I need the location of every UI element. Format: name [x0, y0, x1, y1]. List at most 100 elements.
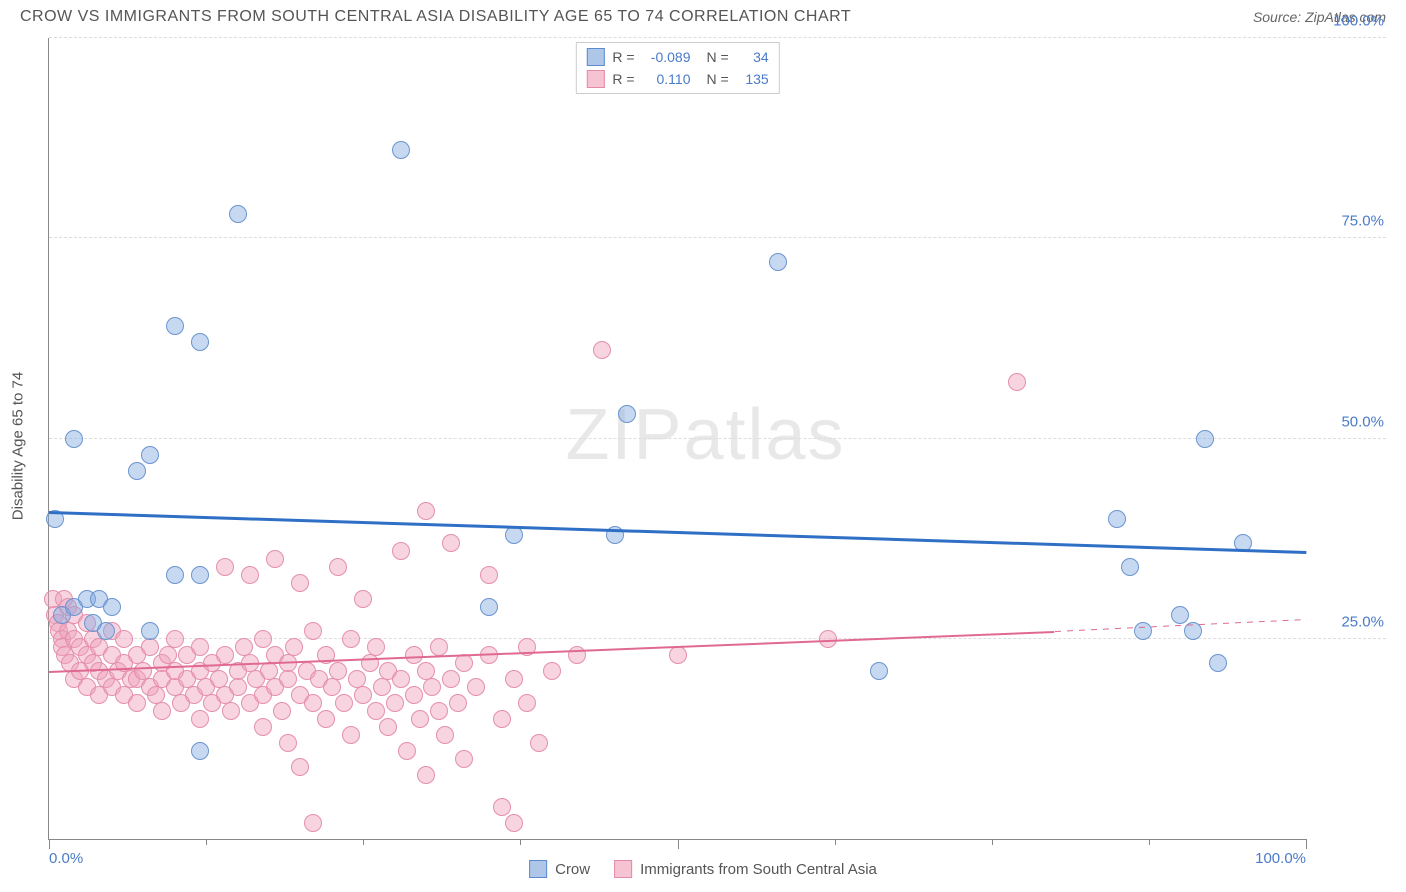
scatter-point: [518, 694, 536, 712]
scatter-point: [417, 502, 435, 520]
scatter-point: [392, 670, 410, 688]
scatter-point: [593, 341, 611, 359]
scatter-point: [279, 670, 297, 688]
legend-label: Crow: [555, 861, 590, 878]
scatter-point: [361, 654, 379, 672]
legend-r-label: R =: [612, 71, 634, 87]
scatter-point: [141, 446, 159, 464]
chart-title: CROW VS IMMIGRANTS FROM SOUTH CENTRAL AS…: [20, 8, 851, 26]
series-legend: Crow Immigrants from South Central Asia: [529, 860, 877, 878]
legend-n-value: 34: [737, 49, 769, 65]
scatter-point: [405, 686, 423, 704]
legend-stat-row: R =-0.089N =34: [576, 46, 778, 68]
scatter-point: [669, 646, 687, 664]
scatter-point: [493, 798, 511, 816]
scatter-point: [530, 734, 548, 752]
scatter-point: [329, 662, 347, 680]
legend-swatch: [614, 860, 632, 878]
scatter-point: [618, 405, 636, 423]
scatter-point: [216, 646, 234, 664]
y-axis-label: Disability Age 65 to 74: [10, 372, 27, 520]
scatter-point: [505, 670, 523, 688]
scatter-point: [229, 205, 247, 223]
scatter-point: [279, 734, 297, 752]
y-tick-label: 50.0%: [1341, 413, 1384, 430]
scatter-point: [467, 678, 485, 696]
scatter-point: [191, 710, 209, 728]
legend-r-label: R =: [612, 49, 634, 65]
scatter-point: [191, 742, 209, 760]
scatter-point: [367, 702, 385, 720]
legend-stat-row: R =0.110N =135: [576, 68, 778, 90]
scatter-point: [430, 702, 448, 720]
scatter-point: [317, 710, 335, 728]
gridline: [49, 237, 1386, 238]
scatter-point: [191, 638, 209, 656]
x-tick-mark: [49, 839, 50, 849]
scatter-point: [1121, 558, 1139, 576]
scatter-point: [128, 694, 146, 712]
scatter-point: [304, 694, 322, 712]
scatter-point: [335, 694, 353, 712]
x-tick-label: 0.0%: [49, 850, 83, 867]
scatter-point: [398, 742, 416, 760]
scatter-point: [291, 574, 309, 592]
scatter-point: [191, 566, 209, 584]
scatter-point: [241, 566, 259, 584]
scatter-point: [1196, 430, 1214, 448]
scatter-point: [480, 566, 498, 584]
scatter-point: [128, 462, 146, 480]
scatter-point: [229, 678, 247, 696]
scatter-point: [115, 630, 133, 648]
x-tick-minor: [1149, 839, 1150, 845]
scatter-point: [379, 718, 397, 736]
scatter-point: [323, 678, 341, 696]
scatter-point: [103, 598, 121, 616]
legend-item: Immigrants from South Central Asia: [614, 860, 877, 878]
scatter-point: [405, 646, 423, 664]
scatter-point: [342, 726, 360, 744]
scatter-point: [411, 710, 429, 728]
scatter-point: [436, 726, 454, 744]
x-tick-mark: [1306, 839, 1307, 849]
scatter-point: [254, 718, 272, 736]
scatter-point: [354, 686, 372, 704]
scatter-point: [304, 814, 322, 832]
legend-swatch: [586, 70, 604, 88]
watermark-text: ZIPatlas: [565, 393, 845, 475]
x-tick-label: 100.0%: [1255, 850, 1306, 867]
chart-header: CROW VS IMMIGRANTS FROM SOUTH CENTRAL AS…: [0, 0, 1406, 30]
legend-label: Immigrants from South Central Asia: [640, 861, 877, 878]
y-tick-label: 100.0%: [1333, 13, 1384, 30]
scatter-point: [329, 558, 347, 576]
x-tick-mark: [678, 839, 679, 849]
scatter-point: [254, 630, 272, 648]
scatter-point: [266, 550, 284, 568]
scatter-point: [1008, 373, 1026, 391]
x-tick-minor: [206, 839, 207, 845]
scatter-point: [568, 646, 586, 664]
scatter-point: [367, 638, 385, 656]
scatter-point: [455, 750, 473, 768]
scatter-point: [769, 253, 787, 271]
scatter-point: [1171, 606, 1189, 624]
x-tick-minor: [520, 839, 521, 845]
scatter-point: [141, 622, 159, 640]
scatter-point: [354, 590, 372, 608]
scatter-point: [166, 566, 184, 584]
scatter-point: [1209, 654, 1227, 672]
scatter-point: [222, 702, 240, 720]
x-tick-minor: [363, 839, 364, 845]
scatter-point: [141, 638, 159, 656]
legend-n-value: 135: [737, 71, 769, 87]
legend-n-label: N =: [707, 71, 729, 87]
scatter-point: [97, 622, 115, 640]
scatter-plot-area: ZIPatlas R =-0.089N =34R =0.110N =135 25…: [48, 38, 1306, 840]
scatter-point: [417, 766, 435, 784]
scatter-point: [505, 814, 523, 832]
scatter-point: [423, 678, 441, 696]
scatter-point: [285, 638, 303, 656]
scatter-point: [870, 662, 888, 680]
scatter-point: [373, 678, 391, 696]
scatter-point: [304, 622, 322, 640]
